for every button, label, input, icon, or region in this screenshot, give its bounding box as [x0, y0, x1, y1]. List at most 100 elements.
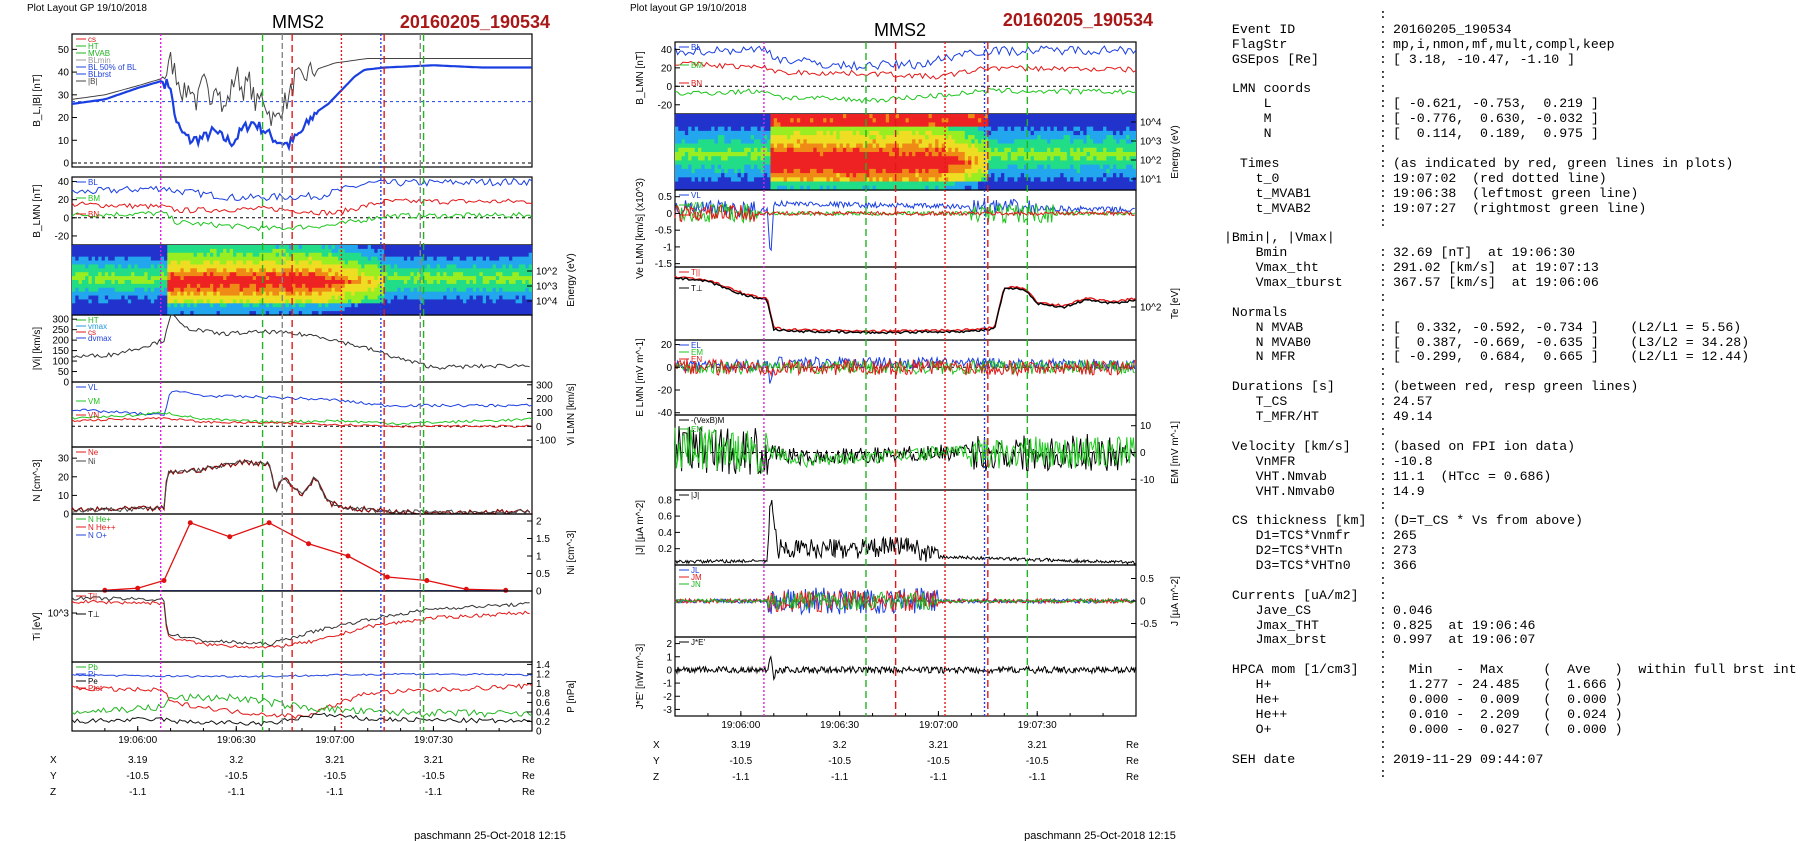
spectrogram-cell	[137, 287, 142, 293]
spectrogram-cell	[403, 287, 408, 293]
spectrogram-cell	[453, 276, 458, 281]
spectrogram-cell	[1076, 139, 1081, 145]
spectrogram-cell	[315, 287, 320, 293]
spectrogram-cell	[1010, 168, 1015, 174]
spectrogram-cell	[1014, 160, 1019, 166]
spectrogram-cell	[229, 264, 234, 269]
spectrogram-cell	[440, 276, 444, 281]
spectrogram-cell	[892, 143, 897, 149]
spectrogram-cell	[492, 307, 497, 312]
spectrogram-cell	[164, 283, 168, 289]
spectrogram-cell	[170, 291, 175, 297]
spectrogram-cell	[1043, 130, 1048, 136]
spectrogram-cell	[499, 256, 504, 262]
spectrogram-cell	[757, 152, 762, 157]
spectrogram-cell	[984, 139, 989, 145]
spectrogram-cell	[440, 307, 444, 312]
spectrogram-cell	[449, 252, 454, 258]
spectrogram-cell	[515, 311, 520, 315]
spectrogram-cell	[351, 268, 356, 273]
spectrogram-cell	[127, 256, 132, 262]
spectrogram-cell	[727, 147, 732, 153]
spectrogram-cell	[1063, 126, 1068, 132]
spectrogram-cell	[912, 143, 916, 149]
spectrogram-cell	[344, 268, 349, 273]
spectrogram-cell	[446, 295, 451, 301]
spectrogram-cell	[819, 168, 824, 174]
spectrogram-cell	[971, 168, 976, 174]
spectrogram-cell	[810, 139, 814, 145]
spectrogram-cell	[459, 264, 464, 269]
spectrogram-cell	[331, 299, 336, 304]
spectrogram-cell	[394, 245, 398, 250]
spectrogram-cell	[325, 303, 329, 308]
spectrogram-cell	[849, 122, 854, 128]
spectrogram-cell	[479, 303, 484, 308]
spectrogram-cell	[272, 252, 277, 258]
spectrogram-cell	[918, 173, 923, 178]
spectrogram-cell	[72, 276, 76, 281]
spectrogram-cell	[364, 299, 369, 304]
spectrogram-cell	[1083, 143, 1088, 149]
spectrogram-cell	[737, 156, 742, 162]
spectrogram-cell	[754, 130, 758, 136]
spectrogram-cell	[1000, 118, 1005, 124]
spectrogram-cell	[456, 256, 461, 262]
spectrogram-cell	[420, 311, 425, 315]
spectrogram-cell	[773, 177, 778, 183]
spectrogram-cell	[1027, 139, 1032, 145]
spectrogram-cell	[1056, 173, 1061, 178]
spectrogram-cell	[334, 260, 339, 266]
spectrogram-cell	[1112, 143, 1117, 149]
spectrogram-cell	[1076, 173, 1081, 178]
spectrogram-cell	[839, 139, 844, 145]
spectrogram-cell	[704, 177, 709, 183]
spectrogram-cell	[707, 118, 712, 124]
spectrogram-cell	[288, 280, 293, 285]
spectrogram-cell	[991, 173, 996, 178]
spectrogram-cell	[183, 283, 188, 289]
spectrogram-cell	[1020, 152, 1025, 157]
spectrogram-cell	[430, 248, 435, 254]
spectrogram-cell	[839, 147, 844, 153]
spectrogram-cell	[285, 280, 290, 285]
spectrogram-cell	[803, 130, 808, 136]
spectrogram-cell	[997, 118, 1002, 124]
spectrogram-cell	[515, 260, 520, 266]
spectrogram-cell	[443, 276, 448, 281]
spectrogram-cell	[275, 272, 280, 277]
spectrogram-cell	[443, 260, 448, 266]
spectrogram-cell	[935, 118, 940, 124]
spectrogram-cell	[463, 276, 467, 281]
spectrogram-cell	[1047, 152, 1051, 157]
spectrogram-cell	[390, 260, 395, 266]
spectrogram-cell	[443, 311, 448, 315]
spectrogram-cell	[170, 311, 175, 315]
spectrogram-cell	[730, 152, 735, 157]
spectrogram-cell	[433, 295, 438, 301]
spectrogram-cell	[518, 245, 523, 250]
spectrogram-cell	[456, 264, 461, 269]
spectrogram-cell	[489, 245, 494, 250]
spectrogram-cell	[694, 160, 699, 166]
spectrogram-cell	[803, 160, 808, 166]
spectrogram-cell	[426, 307, 431, 312]
spectrogram-cell	[200, 245, 205, 250]
spectrogram-cell	[865, 135, 870, 140]
spectrogram-cell	[796, 139, 801, 145]
spectrogram-cell	[786, 168, 791, 174]
spectrogram-cell	[1132, 160, 1136, 166]
spectrogram-cell	[325, 276, 329, 281]
spectrogram-cell	[282, 280, 287, 285]
spectrogram-cell	[1089, 126, 1094, 132]
spectrogram-cell	[187, 291, 191, 297]
spectrogram-cell	[351, 280, 356, 285]
spectrogram-cell	[344, 287, 349, 293]
spectrogram-cell	[380, 283, 385, 289]
spectrogram-cell	[1099, 130, 1104, 136]
spectrogram-cell	[889, 139, 893, 145]
spectrogram-cell	[75, 280, 80, 285]
spectrogram-cell	[1030, 147, 1035, 153]
spectrogram-cell	[453, 260, 458, 266]
